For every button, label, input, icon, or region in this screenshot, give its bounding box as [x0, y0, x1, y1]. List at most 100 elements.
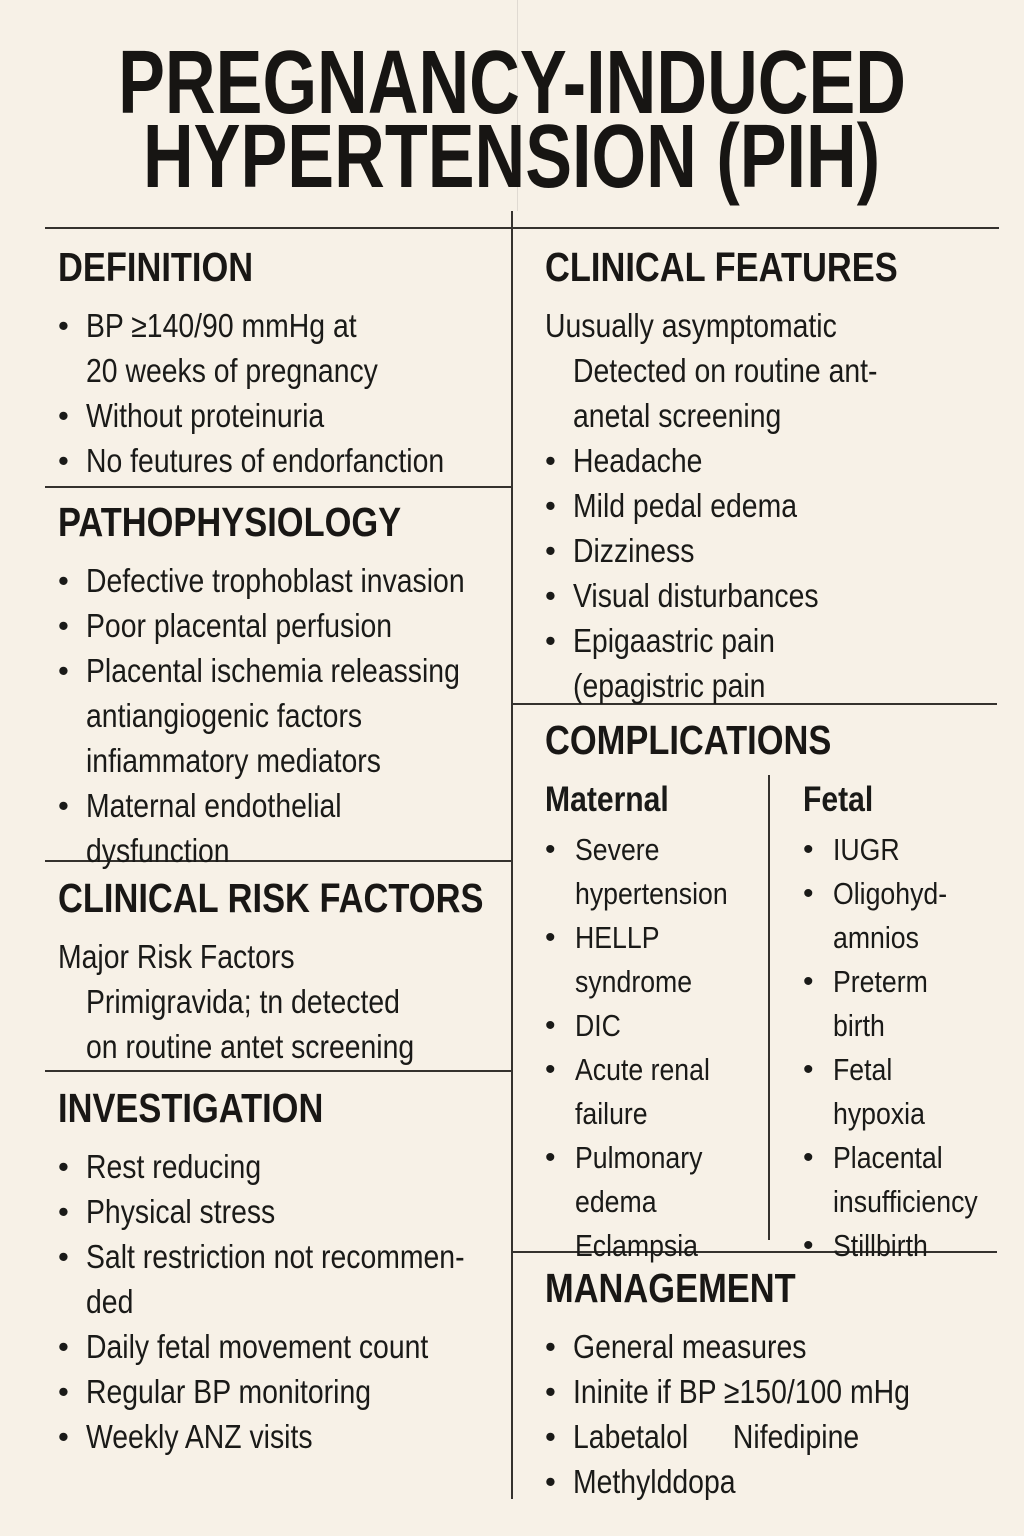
clinical-features-list: • Headache • Mild pedal edema • Dizzines… [545, 438, 1007, 708]
item-line: Primigravida; tn detected [86, 983, 400, 1020]
bullet-icon: • [545, 1009, 556, 1042]
section-pathophysiology: PATHOPHYSIOLOGY • Defective trophoblast … [58, 498, 510, 873]
management-list: • General measures • Ininite if BP ≥150/… [545, 1324, 1007, 1504]
item-line: infiammatory mediators [86, 742, 381, 779]
list-item: • General measures [545, 1324, 1007, 1369]
bullet-icon: • [58, 563, 69, 598]
list-item: • Daily fetal movement count [58, 1324, 510, 1369]
item-line: Weekly ANZ visits [86, 1418, 313, 1455]
item-line: Methylddopa [573, 1463, 736, 1500]
list-item: • Mild pedal edema [545, 483, 1007, 528]
section-complications: COMPLICATIONS Maternal • Severe hypertens… [545, 716, 1007, 1268]
item-line: Dizziness [573, 532, 695, 569]
center-divider [511, 211, 513, 1499]
item-line: Preterm [833, 964, 928, 999]
list-item: • HELLP syndrome [545, 916, 767, 1004]
item-line: Fetal [833, 1052, 893, 1087]
item-line: amnios [833, 920, 919, 955]
item-line: anetal screening [573, 397, 782, 434]
title-rule [45, 227, 999, 229]
item-line: Nifedipine [732, 1418, 860, 1455]
section-management: MANAGEMENT • General measures • Ininite … [545, 1264, 1007, 1504]
investigation-list: • Rest reducing • Physical stress • Salt… [58, 1144, 510, 1459]
item-line: Stillbirth [833, 1228, 928, 1263]
list-item: • Severe hypertension [545, 828, 767, 916]
item-line: Placental ischemia releassing [86, 652, 460, 689]
item-line: edema [575, 1184, 657, 1219]
bullet-icon: • [803, 965, 814, 998]
pathophysiology-list: • Defective trophoblast invasion • Poor … [58, 558, 510, 873]
item-line: Acute renal [575, 1052, 710, 1087]
list-item: • Visual disturbances [545, 573, 1007, 618]
item-line: hypertension [575, 876, 728, 911]
bullet-icon: • [545, 533, 556, 568]
item-line: syndrome [575, 964, 693, 999]
item-line: insufficiency [833, 1184, 978, 1219]
list-item: • IUGR [803, 828, 1001, 872]
bullet-icon: • [58, 398, 69, 433]
bullet-icon: • [58, 608, 69, 643]
item-line: Daily fetal movement count [86, 1328, 429, 1365]
clinical-features-heading: CLINICAL FEATURES [545, 244, 898, 290]
item-line: Physical stress [86, 1193, 276, 1230]
item-line: Mild pedal edema [573, 487, 798, 524]
item-line: Regular BP monitoring [86, 1373, 372, 1410]
features-lead-text: Uusually asymptomatic [545, 307, 837, 344]
rule-before-management [513, 1251, 997, 1253]
list-item: • Regular BP monitoring [58, 1369, 510, 1414]
page-title: PREGNANCY-INDUCED HYPERTENSION (PIH) [0, 33, 1024, 202]
item-line: HELLP [575, 920, 660, 955]
item-line: Rest reducing [86, 1148, 262, 1185]
bullet-icon: • [545, 488, 556, 523]
complications-column-divider [768, 775, 770, 1240]
list-item: • Stillbirth [803, 1224, 1001, 1268]
list-item: Eclampsia [545, 1224, 767, 1268]
item-line: (epagistric pain [573, 667, 766, 704]
item-line: DIC [575, 1008, 621, 1043]
item-line: Without proteinuria [86, 397, 325, 434]
rule-after-risk-factors [45, 1070, 511, 1072]
complications-heading: COMPLICATIONS [545, 717, 832, 763]
bullet-icon: • [58, 1194, 69, 1229]
rule-before-complications [513, 703, 997, 705]
complications-maternal-column: Maternal • Severe hypertension • HELLP syn… [545, 776, 767, 1268]
bullet-icon: • [545, 578, 556, 613]
fetal-subheading: Fetal [803, 780, 874, 819]
paper-seam [517, 0, 518, 211]
item-line: Oligohyd- [833, 876, 948, 911]
item-line: Placental [833, 1140, 943, 1175]
bullet-icon: • [545, 1053, 556, 1086]
investigation-heading: INVESTIGATION [58, 1085, 324, 1131]
item-line: General measures [573, 1328, 807, 1365]
list-item: • Fetal hypoxia [803, 1048, 1001, 1136]
item-line: Pulmonary [575, 1140, 703, 1175]
risk-lead-text: Major Risk Factors [58, 938, 295, 975]
item-line: Eclampsia [575, 1228, 698, 1263]
item-line: Detected on routine ant- [573, 352, 878, 389]
bullet-icon: • [545, 921, 556, 954]
list-item: • Physical stress [58, 1189, 510, 1234]
bullet-icon: • [803, 877, 814, 910]
list-item: • Placental insufficiency [803, 1136, 1001, 1224]
list-item: • Oligohyd-amnios [803, 872, 1001, 960]
bullet-icon: • [58, 1149, 69, 1184]
item-line: Epigaastric pain [573, 622, 775, 659]
item-line: Defective trophoblast invasion [86, 562, 465, 599]
section-definition: DEFINITION • BP ≥140/90 mmHg at 20 weeks … [58, 243, 510, 483]
bullet-icon: • [545, 1374, 556, 1409]
bullet-icon: • [545, 1419, 556, 1454]
pathophysiology-heading: PATHOPHYSIOLOGY [58, 499, 402, 545]
item-line: Headache [573, 442, 703, 479]
item-line: Ininite if BP ≥150/100 mHg [573, 1373, 910, 1410]
list-item: • Acute renal failure [545, 1048, 767, 1136]
complications-fetal-column: Fetal • IUGR • Oligohyd-amnios • Preterm… [803, 776, 1001, 1268]
item-line: Salt restriction not recommen- [86, 1238, 465, 1275]
item-line: Visual disturbances [573, 577, 819, 614]
list-item: • Rest reducing [58, 1144, 510, 1189]
list-item: • Placental ischemia releassing antiangio… [58, 648, 510, 783]
page-title-line1: PREGNANCY-INDUCED [118, 33, 906, 133]
item-line: ded [86, 1283, 134, 1320]
list-item: • BP ≥140/90 mmHg at 20 weeks of pregnanc… [58, 303, 510, 393]
item-line: hypoxia [833, 1096, 925, 1131]
